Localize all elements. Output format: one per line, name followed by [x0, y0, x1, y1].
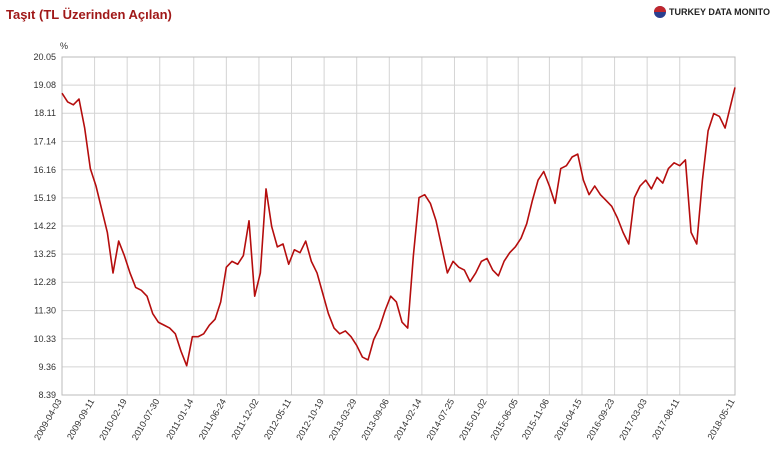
y-tick-label: 14.22	[33, 221, 56, 231]
x-tick-label: 2015-01-02	[457, 397, 489, 442]
y-tick-label: 9.36	[38, 362, 56, 372]
x-tick-label: 2016-09-23	[585, 397, 617, 442]
x-tick-label: 2018-05-11	[705, 397, 736, 441]
y-tick-label: 10.33	[33, 334, 56, 344]
y-tick-label: 8.39	[38, 390, 56, 400]
logo-icon-half	[654, 6, 666, 12]
x-tick-label: 2015-11-06	[520, 397, 551, 441]
x-tick-label: 2010-07-30	[130, 397, 162, 442]
x-tick-label: 2013-03-29	[327, 397, 359, 442]
x-tick-label: 2014-02-14	[392, 397, 424, 442]
logo: TURKEY DATA MONITOR	[654, 6, 770, 18]
x-tick-label: 2010-02-19	[97, 397, 129, 442]
x-tick-label: 2011-12-02	[229, 397, 260, 441]
x-tick-label: 2009-09-11	[65, 397, 96, 441]
y-tick-label: 15.19	[33, 193, 56, 203]
x-tick-label: 2017-08-11	[650, 397, 681, 441]
chart-title: Taşıt (TL Üzerinden Açılan)	[6, 7, 172, 22]
y-tick-label: 19.08	[33, 80, 56, 90]
x-tick-label: 2012-10-19	[294, 397, 326, 442]
x-tick-label: 2013-09-06	[359, 397, 391, 442]
x-tick-label: 2015-06-05	[488, 397, 520, 442]
y-tick-label: 16.16	[33, 165, 56, 175]
x-tick-label: 2009-04-03	[32, 397, 64, 442]
y-tick-label: 20.05	[33, 52, 56, 62]
y-tick-label: 18.11	[34, 108, 56, 118]
y-tick-label: 11.30	[34, 306, 56, 316]
plot-frame	[61, 56, 736, 396]
data-line	[61, 87, 736, 367]
x-tick-label: 2017-03-03	[617, 397, 649, 442]
x-tick-label: 2012-05-11	[262, 397, 293, 441]
y-tick-label: 17.14	[33, 136, 56, 146]
y-tick-label: 12.28	[33, 277, 56, 287]
x-tick-label: 2014-07-25	[425, 397, 457, 442]
y-tick-label: 13.25	[33, 249, 56, 259]
x-tick-label: 2011-01-14	[164, 397, 195, 441]
logo-text: TURKEY DATA MONITOR	[669, 7, 770, 17]
x-tick-label: 2016-04-15	[552, 397, 584, 442]
y-unit: %	[60, 41, 68, 51]
x-tick-label: 2011-06-24	[197, 397, 228, 441]
